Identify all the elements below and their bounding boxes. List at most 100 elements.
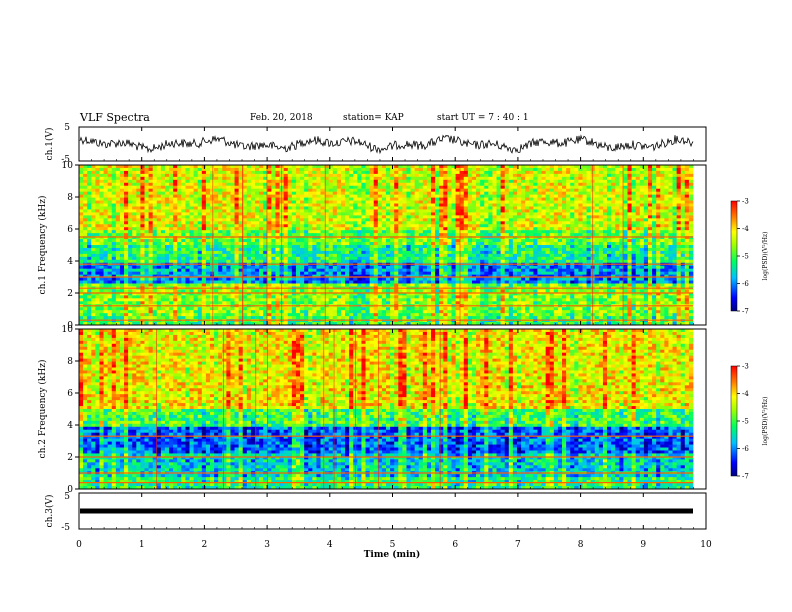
spectrogram-cell bbox=[394, 188, 399, 193]
spectrogram-cell bbox=[103, 185, 109, 190]
spectrogram-cell bbox=[345, 224, 350, 228]
spectrogram-cell bbox=[516, 209, 522, 213]
spectrogram-cell bbox=[283, 224, 289, 228]
spectrogram-cell bbox=[91, 247, 96, 252]
spectrogram-cell bbox=[201, 239, 207, 243]
spectrogram-cell bbox=[578, 209, 583, 213]
spectrogram-cell bbox=[246, 194, 252, 198]
spectrogram-cell bbox=[680, 176, 686, 181]
spectrogram-cell bbox=[553, 247, 559, 252]
spectrogram-cell bbox=[124, 233, 129, 237]
spectrogram-cell bbox=[598, 188, 604, 193]
spectrogram-cell bbox=[680, 165, 686, 169]
spectrogram-cell bbox=[316, 176, 321, 181]
spectrogram-cell bbox=[508, 250, 514, 255]
spectrogram-cell bbox=[566, 253, 571, 258]
spectrogram-cell bbox=[480, 165, 485, 169]
spectrogram-cell bbox=[328, 182, 334, 187]
spectrogram-cell bbox=[484, 188, 489, 193]
spectrogram-cell bbox=[124, 259, 129, 264]
spectrogram-cell bbox=[635, 247, 641, 252]
spectrogram-cell bbox=[99, 209, 104, 213]
spectrogram-cell bbox=[304, 188, 309, 193]
spectrogram-cell bbox=[275, 212, 280, 216]
spectrogram-cell bbox=[508, 176, 514, 181]
spectrogram-cell bbox=[181, 253, 186, 258]
spectrogram-cell bbox=[128, 188, 133, 193]
spectrogram-cell bbox=[476, 253, 481, 258]
spectrogram-cell bbox=[512, 167, 518, 172]
spectrogram-cell bbox=[545, 256, 551, 261]
spectrogram-cell bbox=[369, 188, 375, 193]
spectrogram-cell bbox=[226, 185, 231, 190]
spectrogram-cell bbox=[684, 173, 690, 178]
spectrogram-cell bbox=[83, 200, 88, 204]
spectrogram-cell bbox=[664, 227, 669, 231]
spectrogram-cell bbox=[312, 165, 317, 169]
spectrogram-cell bbox=[467, 209, 473, 213]
spectrogram-cell bbox=[480, 230, 485, 234]
spectrogram-cell bbox=[516, 227, 522, 231]
spectrogram-cell bbox=[594, 176, 600, 181]
spectrogram-cell bbox=[459, 194, 465, 198]
spectrogram-cell bbox=[95, 167, 100, 172]
spectrogram-cell bbox=[541, 197, 547, 201]
spectrogram-cell bbox=[234, 250, 240, 255]
spectrogram-cell bbox=[144, 194, 149, 198]
spectrogram-cell bbox=[173, 209, 178, 213]
spectrogram-cell bbox=[402, 173, 407, 178]
spectrogram-cell bbox=[668, 197, 673, 201]
spectrogram-cell bbox=[639, 185, 645, 190]
spectrogram-cell bbox=[406, 170, 411, 175]
spectrogram-cell bbox=[349, 182, 354, 187]
spectrogram-cell bbox=[660, 245, 665, 249]
spectrogram-cell bbox=[426, 176, 432, 181]
spectrogram-cell bbox=[136, 242, 141, 246]
spectrogram-cell bbox=[160, 182, 166, 187]
spectrogram-cell bbox=[119, 245, 125, 249]
spectrogram-cell bbox=[83, 236, 88, 240]
spectrogram-cell bbox=[512, 227, 518, 231]
spectrogram-cell bbox=[340, 165, 346, 169]
spectrogram-cell bbox=[328, 185, 334, 190]
spectrogram-cell bbox=[602, 194, 608, 198]
spectrogram-cell bbox=[471, 218, 477, 222]
spectrogram-cell bbox=[242, 242, 248, 246]
spectrogram-cell bbox=[611, 224, 616, 228]
spectrogram-cell bbox=[435, 247, 440, 252]
spectrogram-cell bbox=[557, 165, 563, 169]
spectrogram-cell bbox=[361, 215, 366, 219]
spectrogram-cell bbox=[365, 176, 371, 181]
spectrogram-cell bbox=[398, 167, 403, 172]
spectrogram-cell bbox=[684, 200, 690, 204]
spectrogram-cell bbox=[652, 233, 657, 237]
spectrogram-cell bbox=[557, 200, 563, 204]
spectrogram-cell bbox=[340, 203, 346, 207]
spectrogram-cell bbox=[271, 179, 276, 184]
spectrogram-cell bbox=[275, 236, 280, 240]
spectrogram-cell bbox=[205, 259, 211, 264]
spectrogram-cell bbox=[79, 233, 84, 237]
spectrogram-cell bbox=[537, 179, 542, 184]
spectrogram-cell bbox=[365, 215, 371, 219]
spectrogram-cell bbox=[418, 188, 424, 193]
spectrogram-cell bbox=[562, 253, 567, 258]
spectrogram-cell bbox=[373, 179, 379, 184]
spectrogram-cell bbox=[500, 227, 506, 231]
spectrogram-cell bbox=[132, 259, 137, 264]
spectrogram-cell bbox=[516, 170, 522, 175]
spectrogram-cell bbox=[230, 245, 235, 249]
spectrogram-cell bbox=[283, 230, 289, 234]
spectrogram-cell bbox=[533, 191, 538, 196]
spectrogram-cell bbox=[635, 191, 641, 196]
spectrogram-cell bbox=[656, 188, 661, 193]
spectrogram-cell bbox=[271, 221, 276, 225]
spectrogram-cell bbox=[545, 250, 551, 255]
spectrogram-cell bbox=[660, 221, 665, 225]
spectrogram-cell bbox=[119, 200, 125, 204]
spectrogram-cell bbox=[664, 179, 669, 184]
spectrogram-cell bbox=[516, 247, 522, 252]
spectrogram-cell bbox=[189, 182, 195, 187]
spectrogram-cell bbox=[471, 191, 477, 196]
spectrogram-cell bbox=[95, 245, 100, 249]
